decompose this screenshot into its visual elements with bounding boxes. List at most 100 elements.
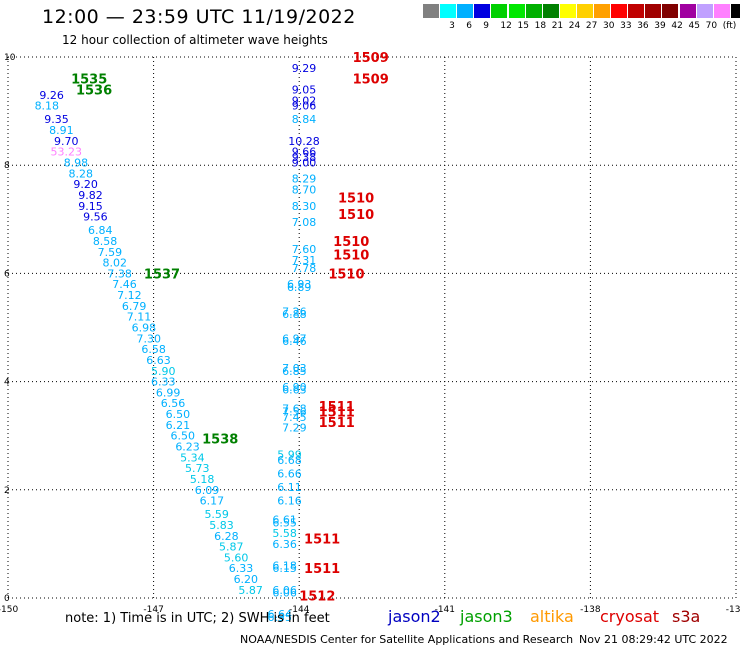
data-label: 9.66 [292,146,317,159]
data-label: 7.03 [282,362,307,375]
data-label: 9.00 [292,156,317,169]
data-label: 6.16 [277,495,302,508]
data-label: 6.89 [287,281,312,294]
y-tick-label: 0 [4,594,10,604]
mission-jason2: jason2 [388,607,441,626]
legend-label: 30 [603,21,615,31]
legend-swatch [696,4,713,18]
data-label: 6.18 [272,560,297,573]
data-label: 7.38 [107,267,132,280]
legend-label: 42 [671,21,683,31]
pass-number-label: 1537 [144,267,180,282]
data-label: 6.84 [88,224,113,237]
legend-label: 39 [654,21,666,31]
data-label: 6.28 [214,530,239,543]
data-label: 8.98 [64,156,89,169]
data-label: 6.36 [272,538,297,551]
legend-swatch [594,4,610,18]
data-label: 7.68 [282,403,307,416]
data-label: 6.35 [268,611,293,624]
legend-swatch [491,4,508,18]
data-label: 8.58 [93,235,118,248]
data-label: 7.08 [292,216,317,229]
legend-label: 36 [637,21,649,31]
y-tick-label: 6 [4,269,10,279]
legend-swatch [457,4,474,18]
y-tick-label: 10 [4,53,16,63]
data-label: 5.34 [180,451,205,464]
data-label: 6.33 [151,376,176,389]
pass-number-label: 1511 [304,562,340,577]
legend-swatch [611,4,628,18]
legend-swatch [730,4,740,18]
legend-label: 70 [705,21,718,31]
legend-swatch [525,4,542,18]
data-label: 6.66 [277,468,302,481]
data-label: 6.90 [282,381,307,394]
x-tick-label: -147 [143,605,163,615]
data-label: 6.09 [195,484,220,497]
legend-label: 6 [466,21,472,31]
pass-number-label: 1536 [76,83,112,98]
pass-number-label: 1511 [319,416,355,431]
data-label: 6.56 [161,397,186,410]
pass-number-label: 1509 [353,73,389,88]
data-label: 9.35 [44,113,69,126]
data-label: 7.59 [98,246,123,259]
legend-swatch [662,4,679,18]
data-label: 8.91 [49,124,74,137]
pass-number-label: 1510 [338,208,374,223]
data-label: 6.15 [272,562,297,575]
data-label: 7.30 [136,332,161,345]
data-label: 7.56 [282,405,307,418]
data-label: 6.93 [287,278,312,291]
legend-label: 33 [620,21,632,31]
data-label: 5.99 [277,449,302,462]
legend-swatch [628,4,645,18]
data-label: 6.98 [132,322,157,335]
data-label: 6.20 [234,573,259,586]
y-tick-label: 4 [4,378,10,388]
data-label: 6.21 [166,419,191,432]
data-label: 9.38 [292,151,317,164]
legend-label: 45 [688,21,700,31]
data-label: 6.97 [282,332,307,345]
data-label: 7.60 [292,243,317,256]
legend-label: 21 [551,21,564,31]
data-label: 6.17 [200,495,225,508]
legend-label: (ft) [722,21,737,31]
y-tick-label: 8 [4,161,10,171]
x-tick-label: -138 [580,605,601,615]
legend-swatch [508,4,525,18]
data-label: 6.88 [282,308,307,321]
data-label: 5.87 [238,584,263,597]
footer-note: note: 1) Time is in UTC; 2) SWH is in fe… [65,611,330,626]
data-label: 8.29 [292,173,317,186]
data-label: 8.18 [35,100,60,113]
data-label: 6.99 [156,386,181,399]
data-label: 9.02 [292,94,317,107]
legend-label: 15 [517,21,529,31]
data-label: 6.50 [166,408,191,421]
pass-number-label: 1510 [328,267,364,282]
pass-number-label: 1510 [333,248,369,263]
legend-swatch [576,4,593,18]
data-label: 7.11 [127,311,152,324]
chart-subtitle: 12 hour collection of altimeter wave hei… [62,33,328,47]
data-label: 5.83 [209,519,234,532]
mission-altika: altika [530,607,574,626]
data-label: 7.46 [112,278,137,291]
pass-number-label: 1509 [353,51,389,66]
data-label: 8.70 [292,184,317,197]
data-label: 6.61 [272,514,297,527]
legend-swatch [679,4,696,18]
legend-swatch [542,4,559,18]
data-label: 8.84 [292,113,317,126]
data-label: 8.30 [292,200,317,213]
mission-s3a: s3a [672,607,701,626]
chart-title: 12:00 — 23:59 UTC 11/19/2022 [42,6,356,28]
data-label: 7.78 [292,262,317,275]
pass-number-label: 1535 [71,73,107,88]
data-label: 6.79 [122,300,147,313]
